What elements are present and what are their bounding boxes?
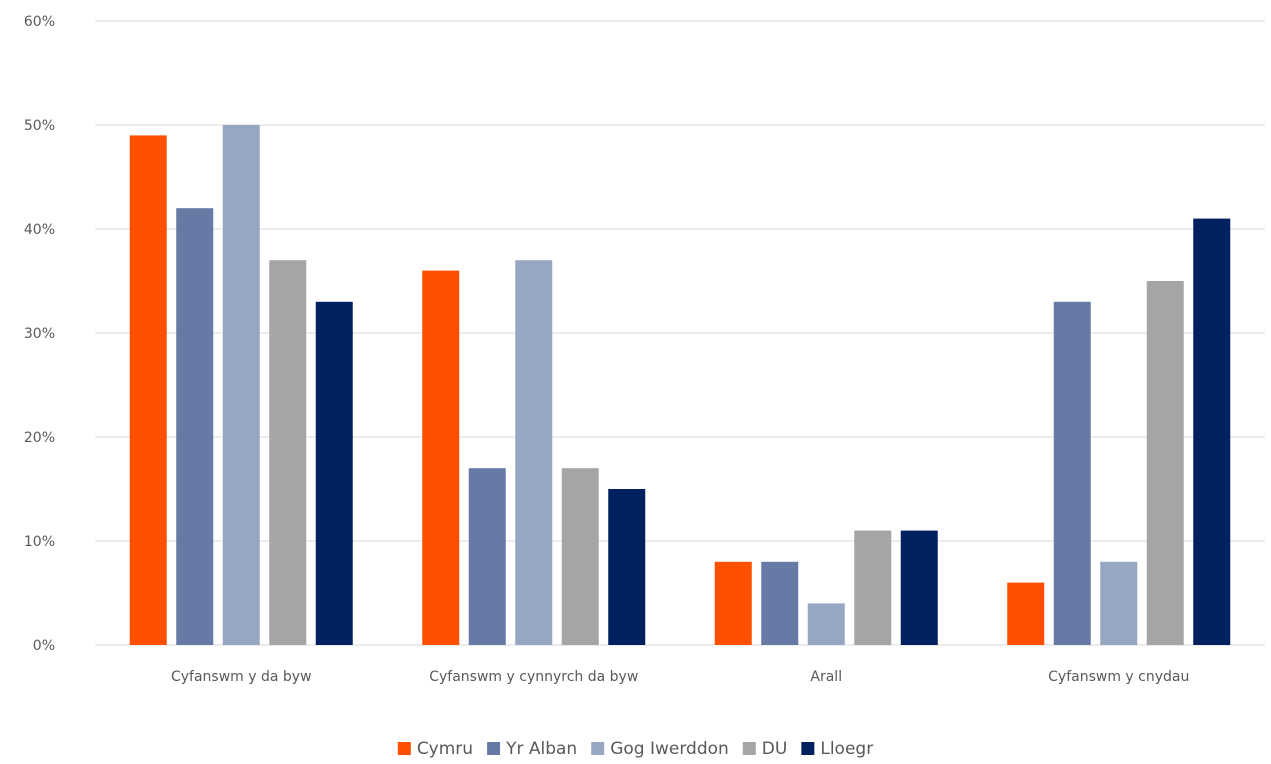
legend-item: Lloegr <box>801 739 873 759</box>
bar-gog-iwerddon <box>222 125 260 645</box>
x-category-label: Arall <box>810 669 842 685</box>
bar-gog-iwerddon <box>515 260 553 645</box>
legend-swatch <box>487 742 501 755</box>
y-tick-label: 60% <box>24 14 55 30</box>
legend-label: DU <box>762 739 788 759</box>
bar-du <box>269 260 307 645</box>
bar-cymru <box>714 561 752 645</box>
x-category-label: Cyfanswm y cynnyrch da byw <box>429 669 638 685</box>
legend-label: Cymru <box>417 739 473 759</box>
y-tick-label: 40% <box>24 222 55 238</box>
x-axis-category-labels: Cyfanswm y da byw Cyfanswm y cynnyrch da … <box>171 669 1189 685</box>
bar-yr-alban <box>1053 301 1091 645</box>
bar-cymru <box>129 135 167 645</box>
bar-yr-alban <box>761 561 799 645</box>
legend-item: Yr Alban <box>487 739 577 759</box>
bar-lloegr <box>315 301 353 645</box>
legend-label: Lloegr <box>820 739 873 759</box>
legend-swatch <box>397 742 411 755</box>
legend-item: Cymru <box>397 739 473 759</box>
y-axis-tick-labels: 0% 10% 20% 30% 40% 50% 60% <box>24 14 55 654</box>
bar-du <box>561 468 599 645</box>
bar-cymru <box>1007 582 1045 645</box>
legend: Cymru Yr Alban Gog Iwerddon DU Lloegr <box>397 739 873 759</box>
y-tick-label: 0% <box>33 638 55 654</box>
y-tick-label: 10% <box>24 534 55 550</box>
bar-gog-iwerddon <box>807 603 845 645</box>
bar-lloegr <box>608 489 646 645</box>
bar-lloegr <box>900 530 938 645</box>
y-tick-label: 30% <box>24 326 55 342</box>
bar-du <box>1146 281 1184 645</box>
bar-cymru <box>422 270 460 645</box>
legend-item: DU <box>742 739 788 759</box>
bar-du <box>854 530 892 645</box>
x-category-label: Cyfanswm y da byw <box>171 669 312 685</box>
legend-label: Yr Alban <box>505 739 577 759</box>
bar-series <box>129 125 1231 645</box>
bar-gog-iwerddon <box>1100 561 1138 645</box>
x-category-label: Cyfanswm y cnydau <box>1048 669 1189 685</box>
y-tick-label: 50% <box>24 118 55 134</box>
legend-swatch <box>742 742 756 755</box>
bar-lloegr <box>1193 218 1231 645</box>
legend-swatch <box>801 742 815 755</box>
legend-item: Gog Iwerddon <box>591 739 729 759</box>
legend-swatch <box>591 742 605 755</box>
bar-yr-alban <box>176 208 214 645</box>
y-tick-label: 20% <box>24 430 55 446</box>
bar-yr-alban <box>468 468 506 645</box>
legend-label: Gog Iwerddon <box>610 739 729 759</box>
